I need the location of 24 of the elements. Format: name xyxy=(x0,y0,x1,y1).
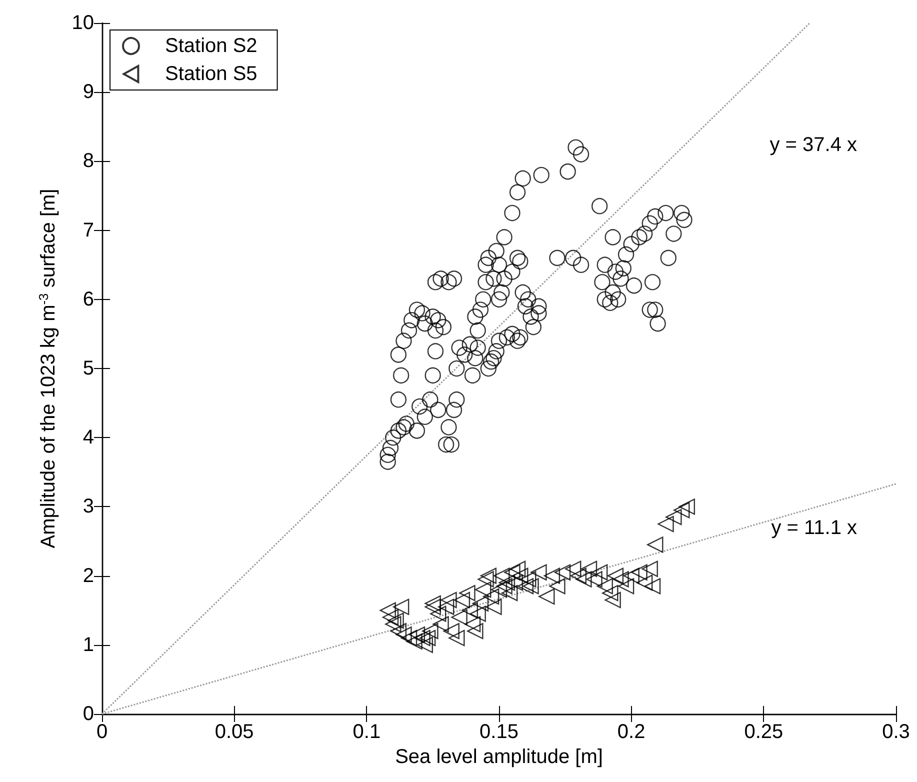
x-tick-label: 0.15 xyxy=(480,721,518,743)
y-axis-title: Amplitude of the 1023 kg m-3 surface [m] xyxy=(36,188,60,548)
annotation: y = 11.1 x xyxy=(771,517,858,539)
legend-label: Station S2 xyxy=(165,35,258,57)
annotation: y = 37.4 x xyxy=(770,134,858,156)
y-tick-label: 2 xyxy=(82,564,94,587)
y-tick-label: 7 xyxy=(82,219,94,242)
x-tick-label: 0.3 xyxy=(882,721,910,743)
y-tick-label: 6 xyxy=(82,288,94,310)
legend-label: Station S5 xyxy=(165,63,258,85)
y-tick-label: 3 xyxy=(82,496,94,518)
x-tick-label: 0.2 xyxy=(617,721,646,743)
x-tick-label: 0.25 xyxy=(744,721,784,743)
y-tick-label: 10 xyxy=(72,12,94,34)
x-tick-label: 0.1 xyxy=(352,721,381,743)
y-tick-label: 8 xyxy=(82,150,94,172)
y-tick-label: 5 xyxy=(82,358,94,380)
y-tick-label: 4 xyxy=(82,426,94,449)
y-tick-label: 9 xyxy=(82,81,94,104)
x-tick-label: 0 xyxy=(96,721,108,743)
y-tick-label: 0 xyxy=(82,703,94,725)
y-tick-label: 1 xyxy=(82,634,94,656)
x-axis-title: Sea level amplitude [m] xyxy=(395,746,603,768)
x-tick-label: 0.05 xyxy=(214,721,254,743)
